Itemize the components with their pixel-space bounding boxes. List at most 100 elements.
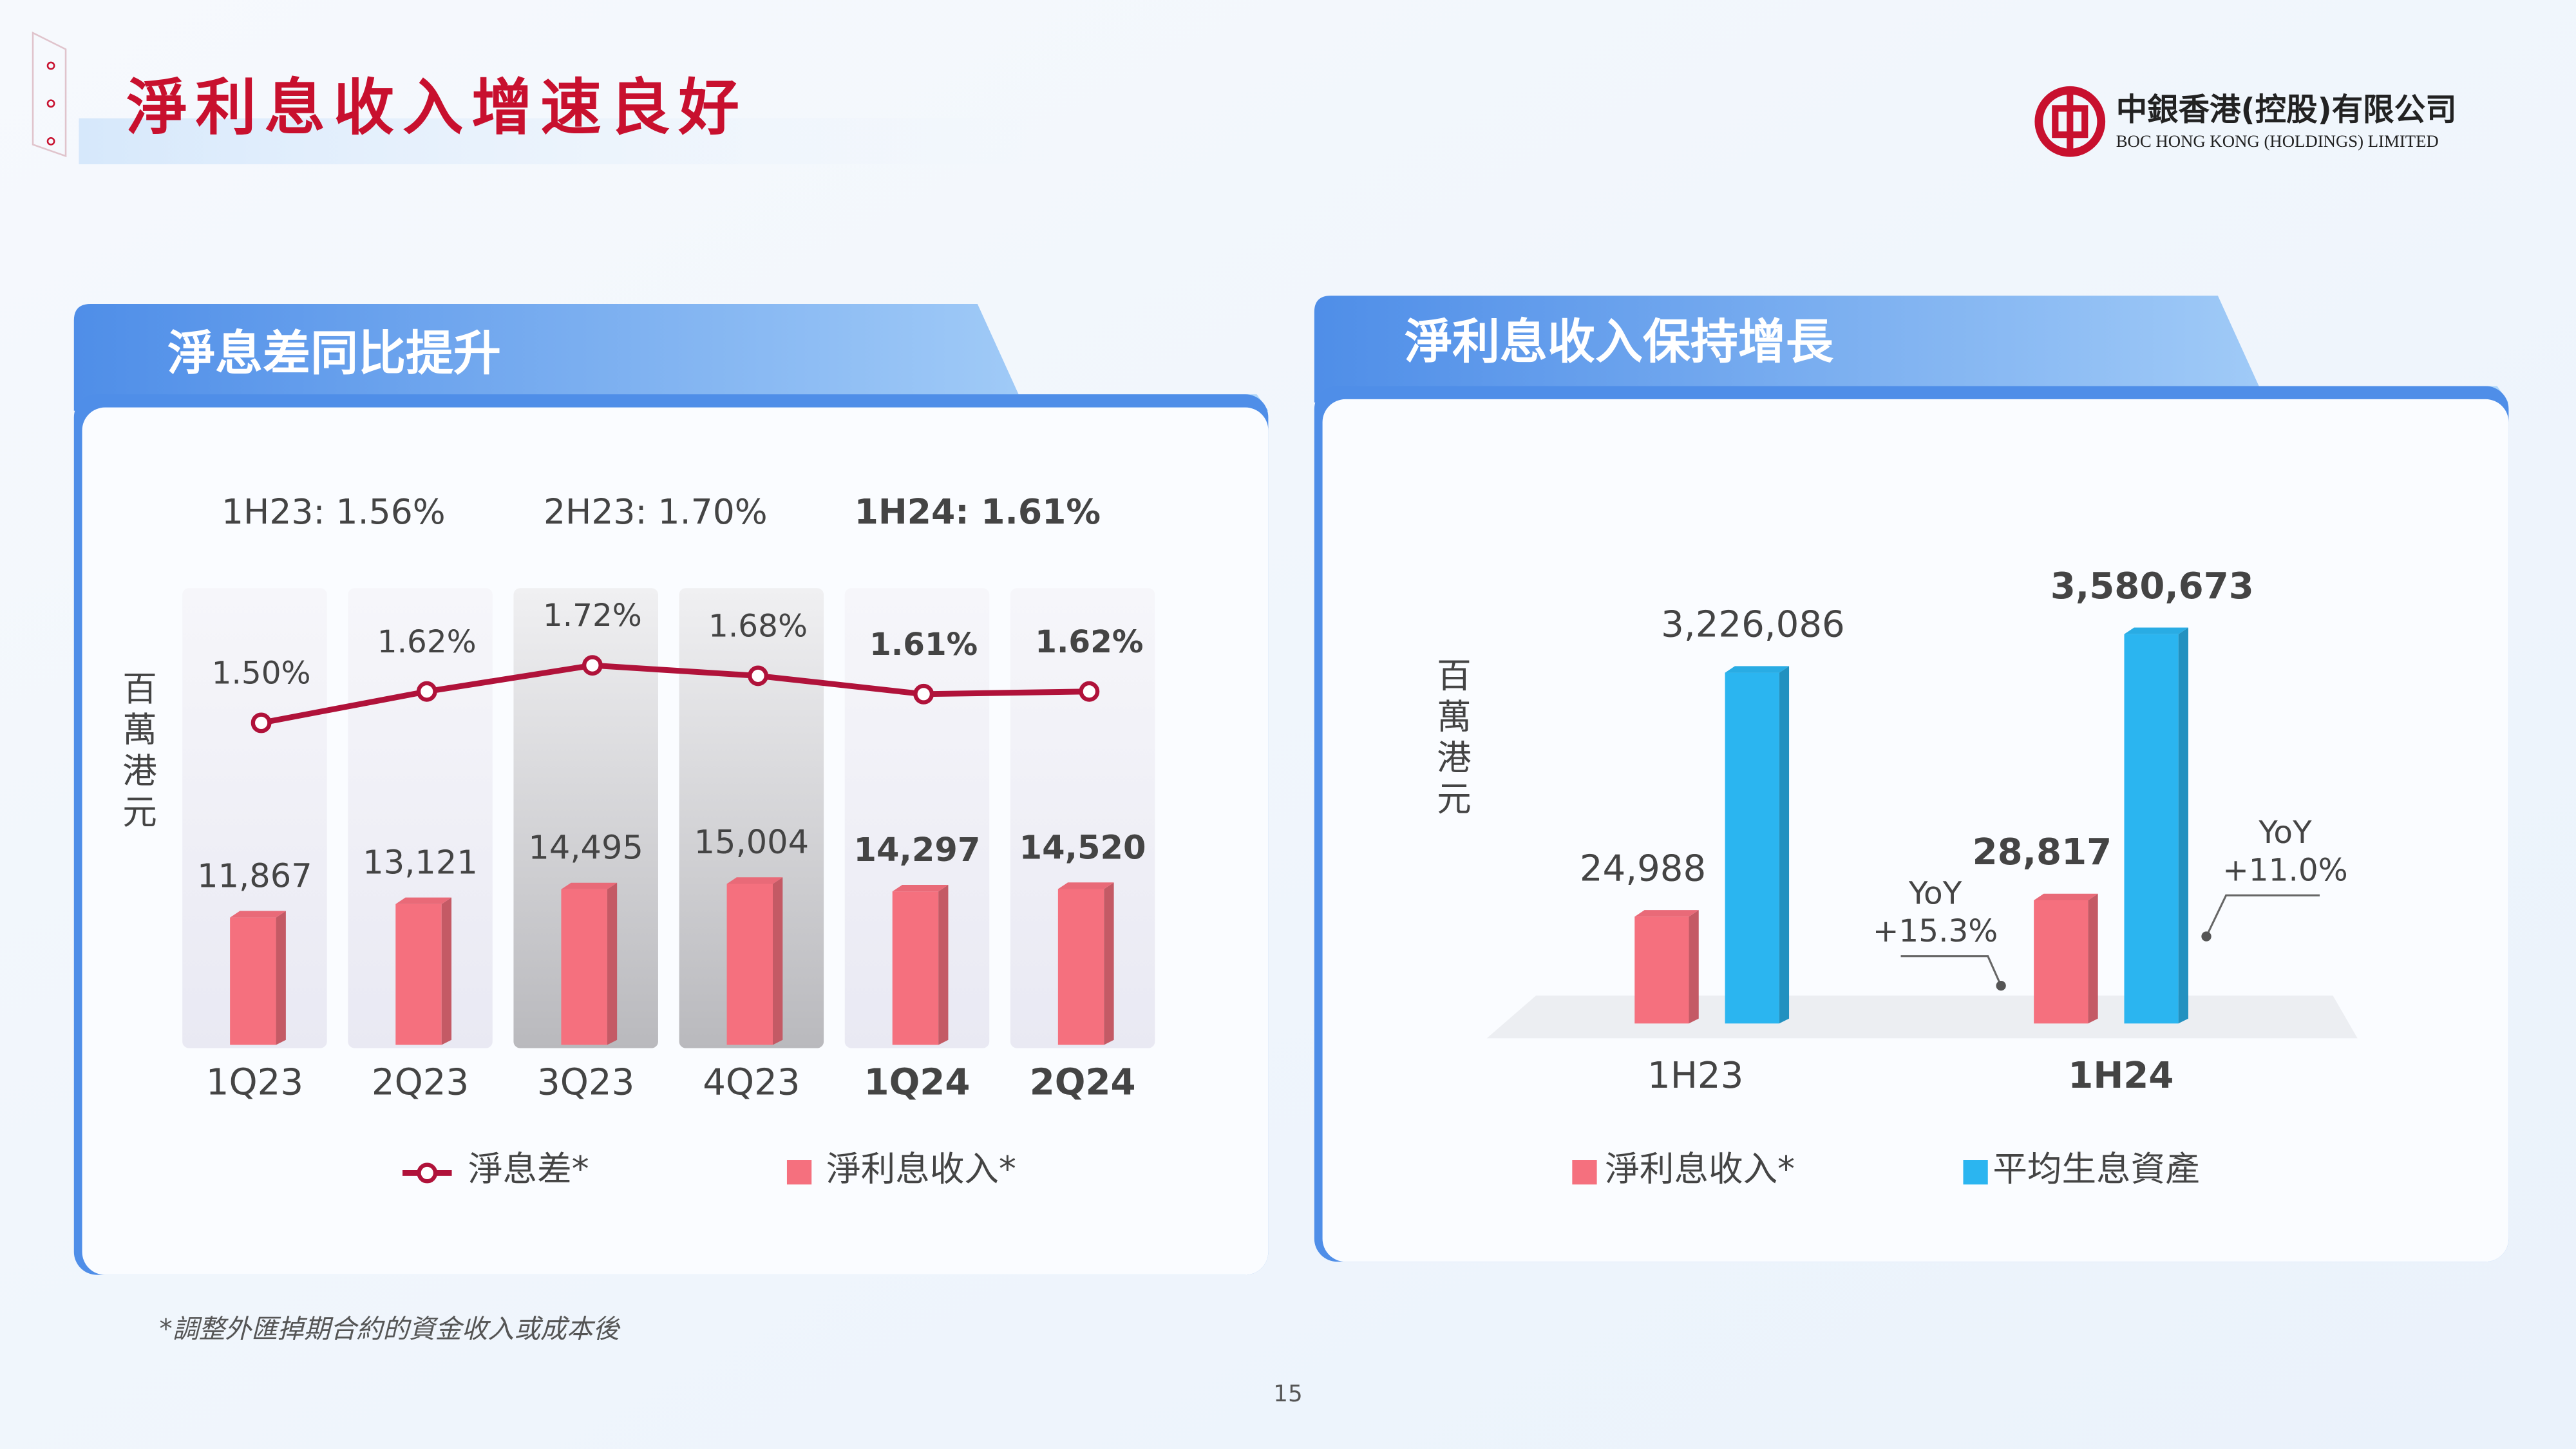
bar bbox=[726, 877, 783, 1045]
data-label: 1.62% bbox=[377, 624, 477, 660]
bar bbox=[892, 885, 949, 1045]
bar-face bbox=[395, 904, 442, 1045]
x-tick-label: 1Q24 bbox=[864, 1061, 971, 1103]
data-label: 3,580,673 bbox=[2050, 565, 2254, 607]
bar-face bbox=[1057, 889, 1104, 1045]
bar-top bbox=[395, 897, 452, 904]
logo bbox=[2034, 86, 2106, 157]
panel-title: 淨息差同比提升 bbox=[167, 326, 501, 381]
bar bbox=[561, 882, 618, 1045]
bar-face bbox=[1634, 916, 1689, 1024]
line-point bbox=[1079, 681, 1100, 702]
legend-label: 淨息差* bbox=[468, 1149, 589, 1189]
legend-label: 平均生息資產 bbox=[1993, 1149, 2199, 1189]
legend-label: 淨利息收入* bbox=[1605, 1149, 1795, 1189]
bar-face bbox=[1725, 672, 1779, 1024]
bar-side bbox=[2178, 627, 2188, 1024]
panel-title: 淨利息收入保持增長 bbox=[1405, 314, 1834, 370]
x-tick-label: 3Q23 bbox=[537, 1061, 634, 1103]
column-bg bbox=[513, 588, 658, 1048]
panel-tab bbox=[1314, 296, 2509, 402]
data-label: 1.72% bbox=[543, 598, 642, 634]
data-label: 24,988 bbox=[1580, 848, 1706, 890]
bar-top bbox=[230, 911, 286, 918]
column-bg bbox=[1010, 588, 1155, 1048]
line-point bbox=[913, 683, 934, 705]
bar-face bbox=[230, 917, 276, 1045]
period-label: 1H23: 1.56% bbox=[222, 491, 446, 532]
legend-label: 淨利息收入* bbox=[826, 1149, 1016, 1189]
bar bbox=[1057, 882, 1114, 1045]
bar-top bbox=[1725, 666, 1790, 673]
annotation-dot bbox=[2201, 931, 2211, 942]
period-label: 2H23: 1.70% bbox=[544, 491, 768, 532]
data-label: 13,121 bbox=[363, 844, 478, 882]
bar-side bbox=[607, 882, 618, 1045]
line bbox=[260, 662, 1090, 726]
annotation: +11.0% bbox=[2222, 853, 2348, 889]
bar-side bbox=[276, 911, 286, 1045]
line-point bbox=[582, 655, 603, 676]
data-label: 14,297 bbox=[854, 831, 981, 869]
bar-top bbox=[561, 882, 618, 889]
panel-tab bbox=[73, 303, 1269, 411]
logo-en: BOC HONG KONG (HOLDINGS) LIMITED bbox=[2116, 131, 2439, 151]
bar-top bbox=[892, 885, 949, 892]
panel bbox=[1322, 399, 2509, 1262]
bar-side bbox=[1779, 666, 1790, 1024]
y-axis-label: 百萬港元 bbox=[117, 670, 158, 835]
page-number: 15 bbox=[1273, 1381, 1302, 1407]
period-label: 1H24: 1.61% bbox=[855, 491, 1101, 532]
floor bbox=[1486, 995, 2358, 1039]
decoration bbox=[32, 31, 67, 158]
bar-side bbox=[441, 897, 452, 1045]
data-label: 1.50% bbox=[212, 655, 311, 691]
x-tick-label: 4Q23 bbox=[703, 1061, 800, 1103]
bar-side bbox=[938, 885, 949, 1045]
y-axis-label: 百萬港元 bbox=[1431, 657, 1472, 821]
x-tick-label: 2Q24 bbox=[1030, 1061, 1136, 1103]
bar bbox=[395, 897, 452, 1045]
x-tick-label: 1H24 bbox=[2068, 1055, 2174, 1097]
page-title: 淨利息收入增速良好 bbox=[126, 72, 747, 143]
data-label: 3,226,086 bbox=[1661, 604, 1845, 646]
column-bg bbox=[182, 588, 327, 1048]
legend-marker bbox=[417, 1162, 438, 1184]
annotation: +15.3% bbox=[1873, 913, 1998, 949]
column-bg bbox=[348, 588, 493, 1048]
bar-top bbox=[2124, 627, 2188, 634]
bar-face bbox=[561, 889, 607, 1045]
bar-side bbox=[1104, 882, 1114, 1045]
bar-top bbox=[2034, 893, 2098, 900]
data-label: 28,817 bbox=[1973, 831, 2112, 873]
legend-swatch bbox=[1572, 1160, 1597, 1185]
data-label: 15,004 bbox=[694, 824, 810, 862]
bar bbox=[1634, 910, 1699, 1024]
line-point bbox=[251, 712, 272, 734]
annotation-pointer bbox=[1900, 955, 2002, 987]
column-bg bbox=[844, 588, 990, 1048]
bar-face bbox=[726, 884, 773, 1045]
bar-side bbox=[1689, 910, 1699, 1024]
data-label: 14,520 bbox=[1019, 829, 1146, 867]
legend-swatch bbox=[1963, 1160, 1988, 1185]
annotation: YoY bbox=[2258, 815, 2312, 851]
bar bbox=[1725, 666, 1790, 1024]
data-label: 1.61% bbox=[869, 627, 978, 663]
x-tick-label: 1H23 bbox=[1647, 1055, 1743, 1097]
line-point bbox=[416, 681, 437, 702]
data-label: 14,495 bbox=[528, 829, 643, 867]
title-highlight bbox=[79, 118, 1197, 165]
bar-top bbox=[726, 877, 783, 884]
bar bbox=[2124, 627, 2188, 1024]
footnote: *調整外匯掉期合約的資金收入或成本後 bbox=[159, 1313, 620, 1344]
bar-face bbox=[2124, 634, 2179, 1024]
bar-side bbox=[773, 877, 783, 1045]
annotation: YoY bbox=[1908, 875, 1962, 911]
bar bbox=[2034, 893, 2098, 1024]
bar-top bbox=[1057, 882, 1114, 889]
logo-cn: 中銀香港(控股)有限公司 bbox=[2116, 91, 2457, 128]
column-bg bbox=[679, 588, 824, 1048]
annotation-dot bbox=[1996, 980, 2006, 991]
